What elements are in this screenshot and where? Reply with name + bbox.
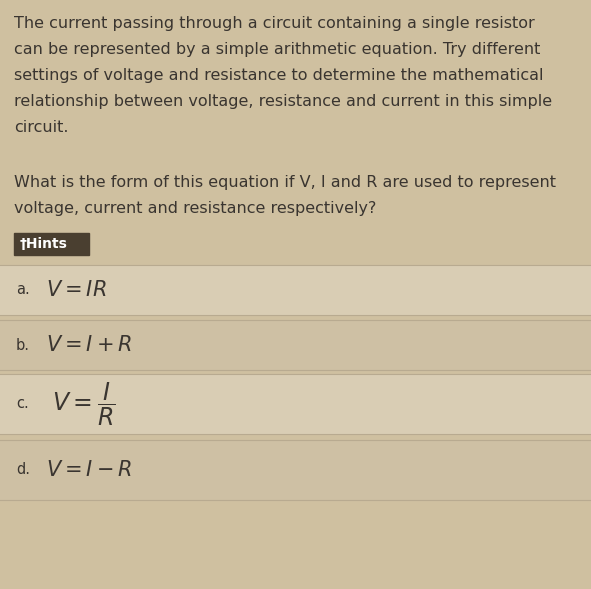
Text: d.: d.	[16, 462, 30, 478]
Text: can be represented by a simple arithmetic equation. Try different: can be represented by a simple arithmeti…	[14, 42, 540, 57]
Bar	[0, 374, 591, 434]
Text: $V = \dfrac{I}{R}$: $V = \dfrac{I}{R}$	[52, 380, 116, 428]
Text: relationship between voltage, resistance and current in this simple: relationship between voltage, resistance…	[14, 94, 552, 109]
Bar	[14, 233, 89, 255]
Text: circuit.: circuit.	[14, 120, 69, 135]
Text: $V = I - R$: $V = I - R$	[46, 460, 132, 480]
Text: $V = IR$: $V = IR$	[46, 280, 106, 300]
Text: b.: b.	[16, 337, 30, 352]
Bar	[0, 320, 591, 370]
Bar	[0, 265, 591, 315]
Text: The current passing through a circuit containing a single resistor: The current passing through a circuit co…	[14, 16, 535, 31]
Text: What is the form of this equation if V, I and R are used to represent: What is the form of this equation if V, …	[14, 175, 556, 190]
Text: voltage, current and resistance respectively?: voltage, current and resistance respecti…	[14, 201, 376, 216]
Bar	[0, 440, 591, 500]
Text: †Hints: †Hints	[20, 237, 68, 251]
Text: a.: a.	[16, 283, 30, 297]
Text: c.: c.	[16, 396, 29, 412]
Text: settings of voltage and resistance to determine the mathematical: settings of voltage and resistance to de…	[14, 68, 544, 83]
Text: $V = I + R$: $V = I + R$	[46, 335, 132, 355]
